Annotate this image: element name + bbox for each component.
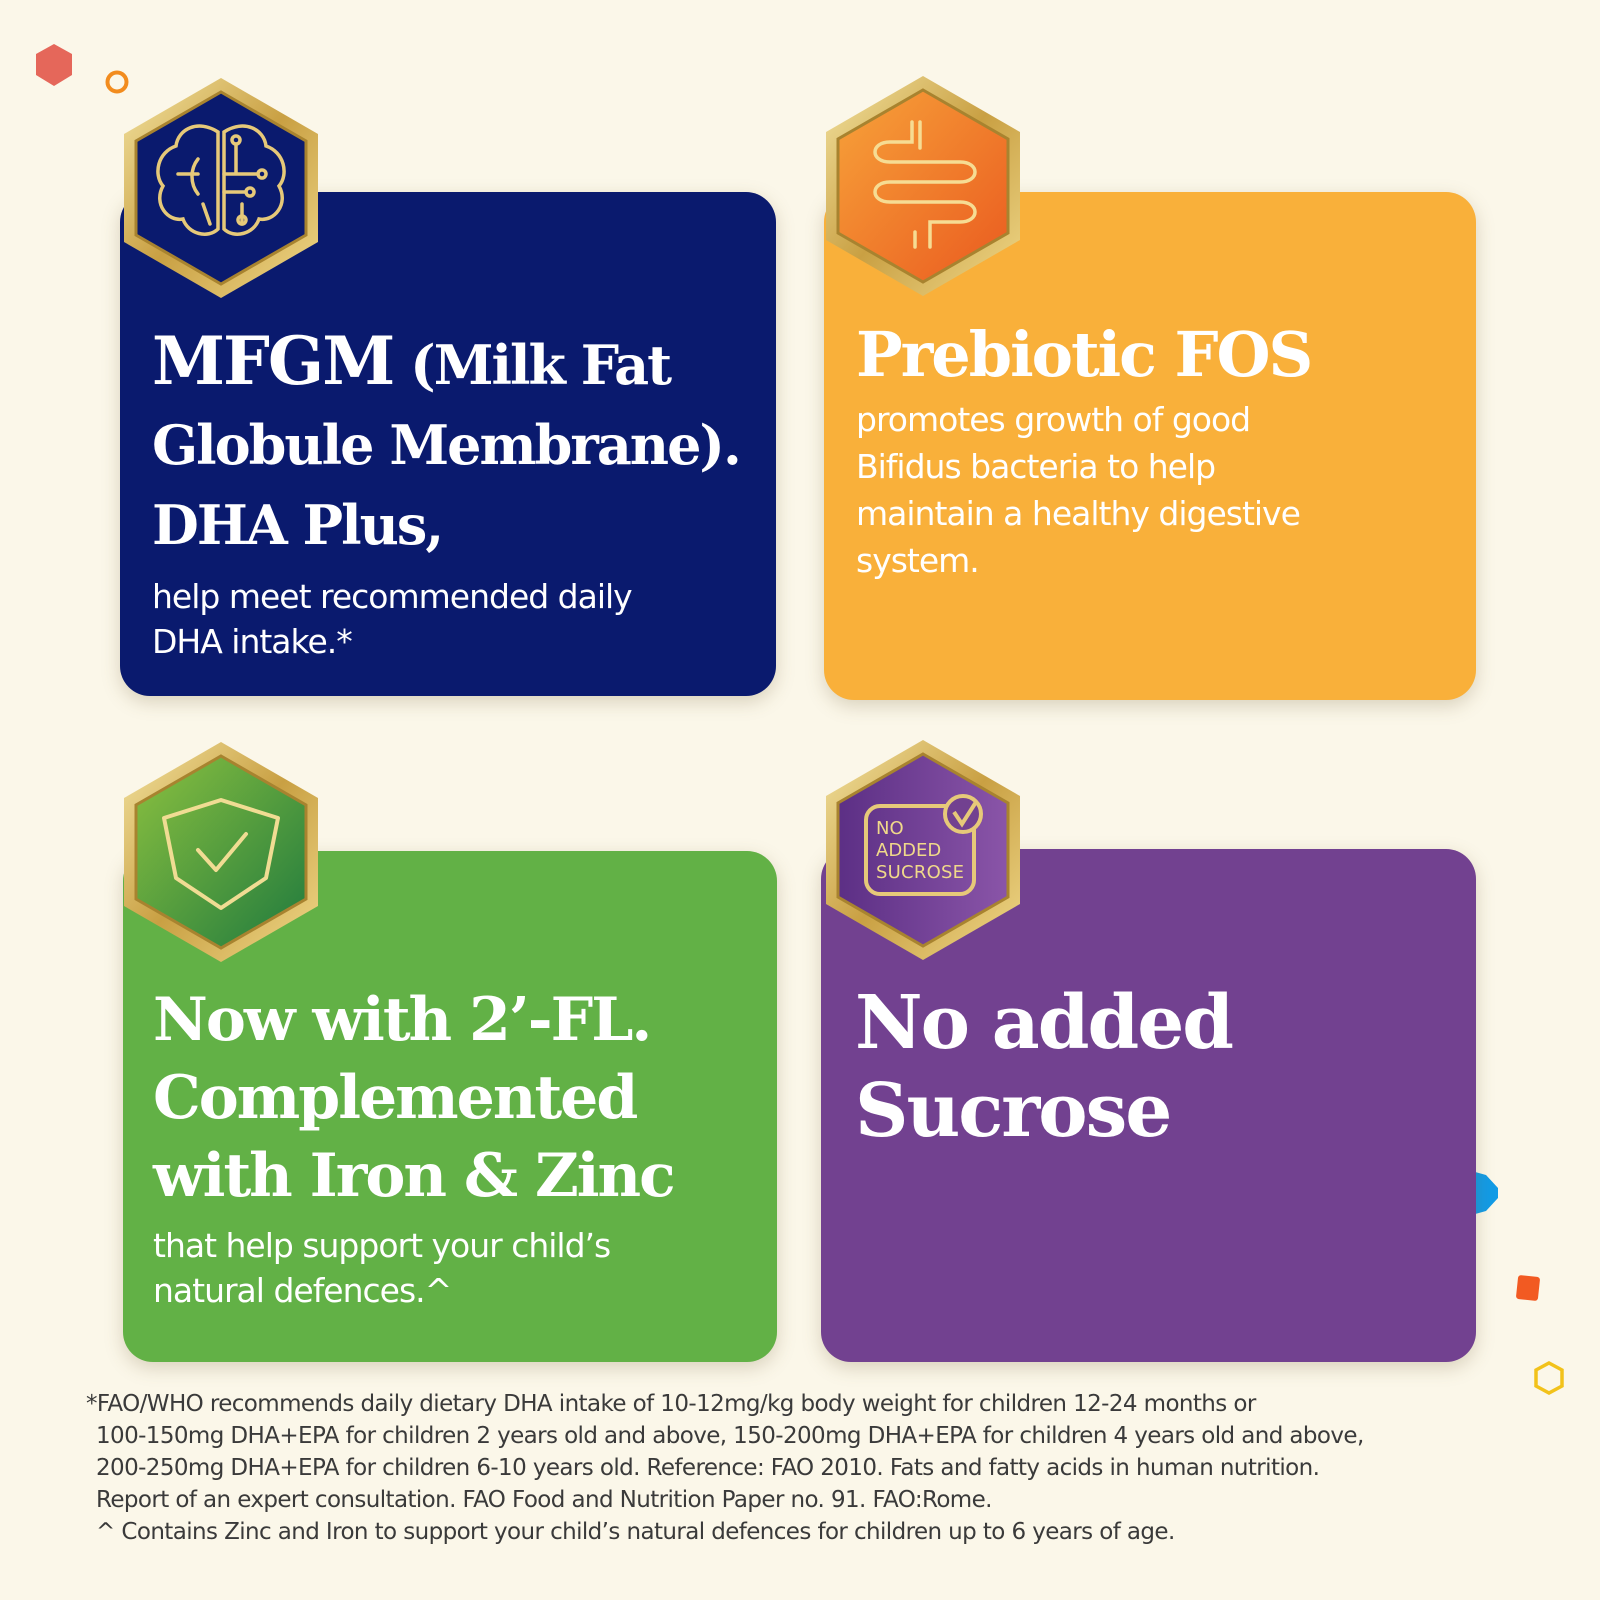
svg-text:NO: NO: [876, 818, 904, 839]
intestine-icon: [826, 76, 1020, 296]
orange-square-decoration: [1516, 1275, 1540, 1301]
footnote-line: 200-250mg DHA+EPA for children 6-10 year…: [96, 1455, 1320, 1481]
footnote-line: ^ Contains Zinc and Iron to support your…: [96, 1519, 1175, 1545]
footnote-line: Report of an expert consultation. FAO Fo…: [96, 1487, 992, 1513]
orange-ring-decoration: [105, 70, 129, 94]
prebiotic-fos-body: promotes growth of good Bifidus bacteria…: [856, 400, 1301, 580]
footnote-line: *FAO/WHO recommends daily dietary DHA in…: [86, 1391, 1256, 1417]
no-added-sucrose-title: No added Sucrose: [855, 980, 1234, 1154]
footnotes: *FAO/WHO recommends daily dietary DHA in…: [86, 1388, 1364, 1548]
two-fl-title: Now with 2’-FL. Complemented with Iron &…: [153, 985, 676, 1211]
yellow-hexagon-outline-decoration: [1534, 1361, 1564, 1395]
shield-check-icon: [124, 742, 318, 962]
prebiotic-fos-title: Prebiotic FOS: [856, 318, 1313, 391]
footnote-line: 100-150mg DHA+EPA for children 2 years o…: [96, 1423, 1364, 1449]
red-hexagon-decoration: [36, 44, 72, 86]
mfgm-title: MFGM (Milk Fat Globule Membrane). DHA Pl…: [152, 322, 742, 557]
brain-circuit-icon: [124, 78, 318, 298]
mfgm-body: help meet recommended daily DHA intake.*: [152, 577, 633, 661]
svg-text:SUCROSE: SUCROSE: [876, 862, 964, 883]
svg-text:ADDED: ADDED: [876, 840, 941, 861]
two-fl-body: that help support your child’s natural d…: [153, 1226, 611, 1310]
no-added-sucrose-icon: NO ADDED SUCROSE: [826, 740, 1020, 960]
